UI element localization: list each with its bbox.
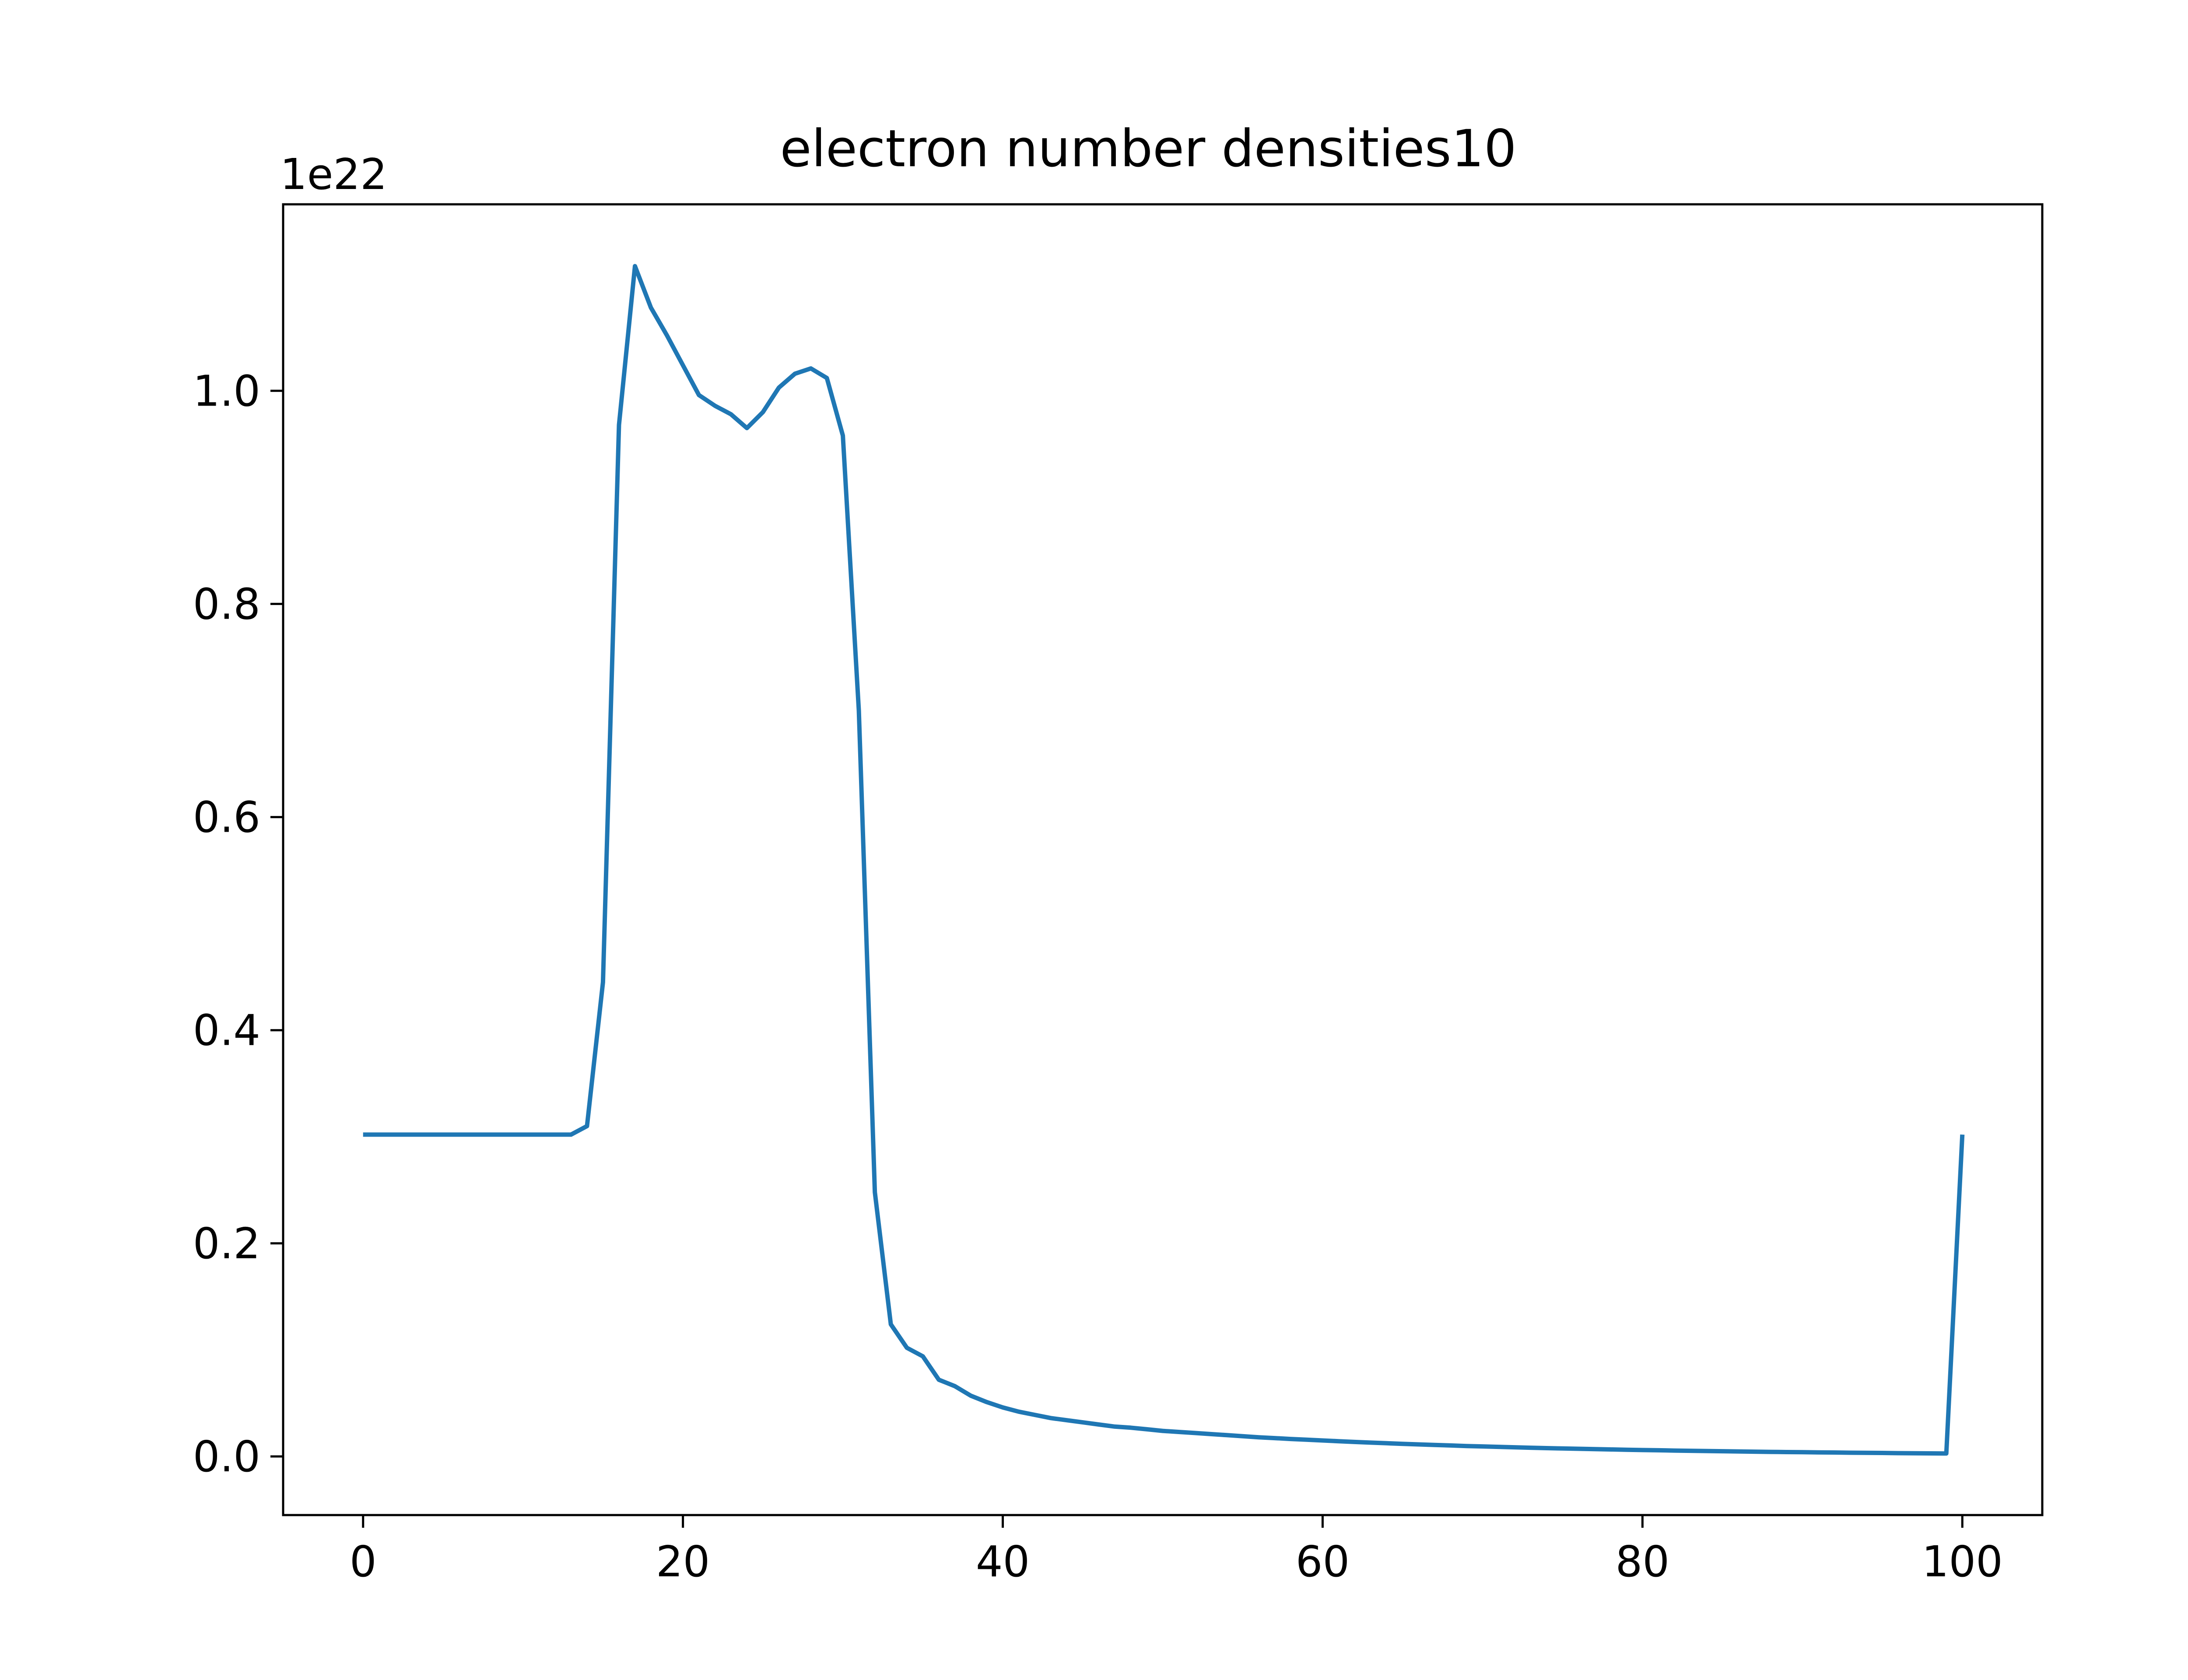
x-tick-label: 40 [976, 1537, 1030, 1586]
data-series-line [363, 264, 1965, 1456]
x-tick-label: 80 [1616, 1537, 1669, 1586]
y-tick-label: 0.8 [193, 579, 260, 629]
x-tick-label: 100 [1922, 1537, 2003, 1586]
x-axis-ticks: 0 20 40 60 80 100 [350, 1515, 2003, 1586]
y-tick-label: 0.2 [193, 1219, 260, 1268]
y-axis-ticks: 0.0 0.2 0.4 0.6 0.8 1.0 [193, 366, 283, 1481]
y-tick-label: 0.4 [193, 1006, 260, 1055]
x-tick-label: 20 [656, 1537, 710, 1586]
chart-title: electron number densities10 [780, 119, 1516, 178]
y-tick-label: 0.0 [193, 1432, 260, 1481]
y-tick-label: 1.0 [193, 366, 260, 416]
x-tick-label: 0 [350, 1537, 377, 1586]
axes-frame [282, 203, 2044, 1516]
y-offset-label: 1e22 [280, 150, 387, 199]
y-tick-label: 0.6 [193, 793, 260, 842]
x-tick-label: 60 [1296, 1537, 1350, 1586]
plot-area: 0 20 40 60 80 100 0.0 0.2 0.4 0.6 0.8 1.0 [193, 203, 2044, 1586]
